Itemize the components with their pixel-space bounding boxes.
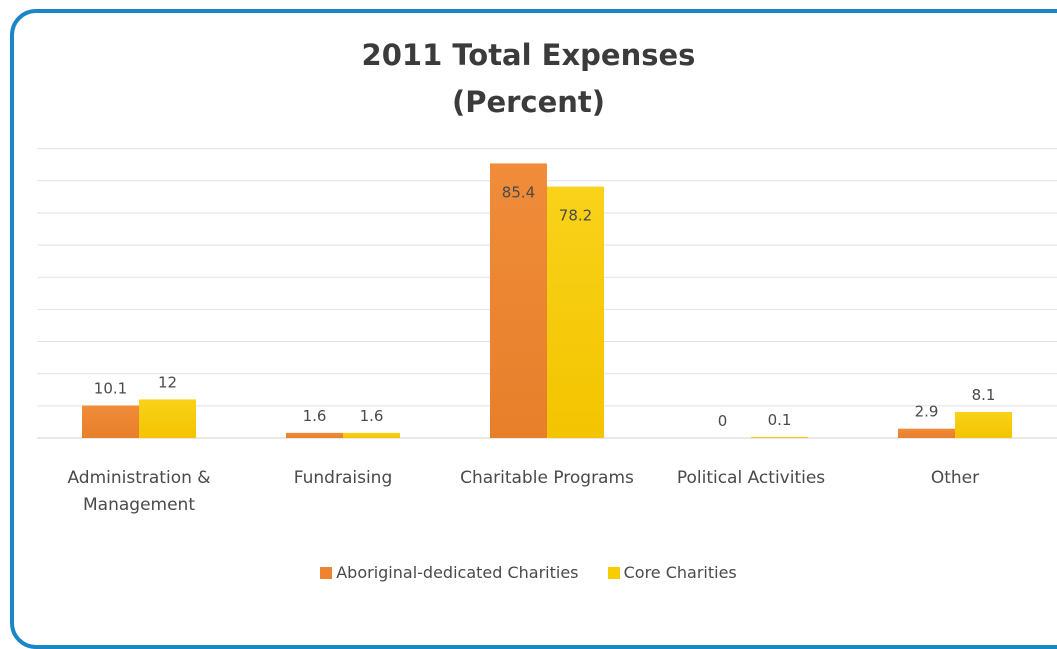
chart-title: 2011 Total Expenses: [361, 38, 696, 72]
chart-plot: 10.1 12 1.6 1.6 85.4 78.2 0 0.1 2.9 8.1: [37, 148, 1057, 439]
bar-series-1: [490, 163, 547, 438]
category-label: Political Activities: [641, 465, 861, 492]
category-label: Charitable Programs: [437, 465, 657, 492]
data-label-series-1: 2.9: [915, 403, 939, 421]
category-label: Administration & Management: [29, 465, 249, 519]
category-label-line: Fundraising: [293, 468, 393, 488]
data-label-series-1: 1.6: [303, 407, 327, 425]
legend: Aboriginal-dedicated Charities Core Char…: [0, 563, 1057, 583]
category-label-line: Charitable Programs: [460, 468, 634, 488]
legend-swatch-series-1: [320, 566, 333, 579]
category-label-line: Administration &: [67, 468, 211, 488]
category-label: Fundraising: [233, 465, 453, 492]
bar-series-1: [898, 428, 955, 438]
data-label-series-2: 8.1: [972, 386, 996, 404]
legend-item-series-2: Core Charities: [607, 563, 737, 582]
bar-series-2: [343, 432, 400, 438]
category-label-line: Management: [83, 495, 195, 515]
data-label-series-1: 0: [718, 412, 728, 430]
bar-series-2: [751, 437, 808, 438]
chart-subtitle: (Percent): [451, 85, 606, 119]
bar-series-1: [82, 405, 139, 438]
data-label-series-1: 85.4: [502, 183, 535, 201]
data-label-series-2: 1.6: [360, 407, 384, 425]
bar-series-2: [139, 399, 196, 438]
bar-series-2: [955, 411, 1012, 438]
category-label-line: Other: [930, 468, 980, 488]
legend-item-series-1: Aboriginal-dedicated Charities: [320, 563, 579, 582]
data-label-series-1: 10.1: [94, 380, 127, 398]
bar-series-1: [286, 432, 343, 438]
data-label-series-2: 0.1: [768, 411, 792, 429]
category-label: Other: [845, 465, 1057, 492]
legend-label-series-1: Aboriginal-dedicated Charities: [336, 563, 579, 582]
data-label-series-2: 78.2: [559, 207, 592, 225]
data-label-series-2: 12: [158, 373, 177, 391]
legend-swatch-series-2: [607, 566, 620, 579]
bar-series-2: [547, 186, 604, 438]
legend-label-series-2: Core Charities: [623, 563, 737, 582]
category-label-line: Political Activities: [676, 468, 826, 488]
